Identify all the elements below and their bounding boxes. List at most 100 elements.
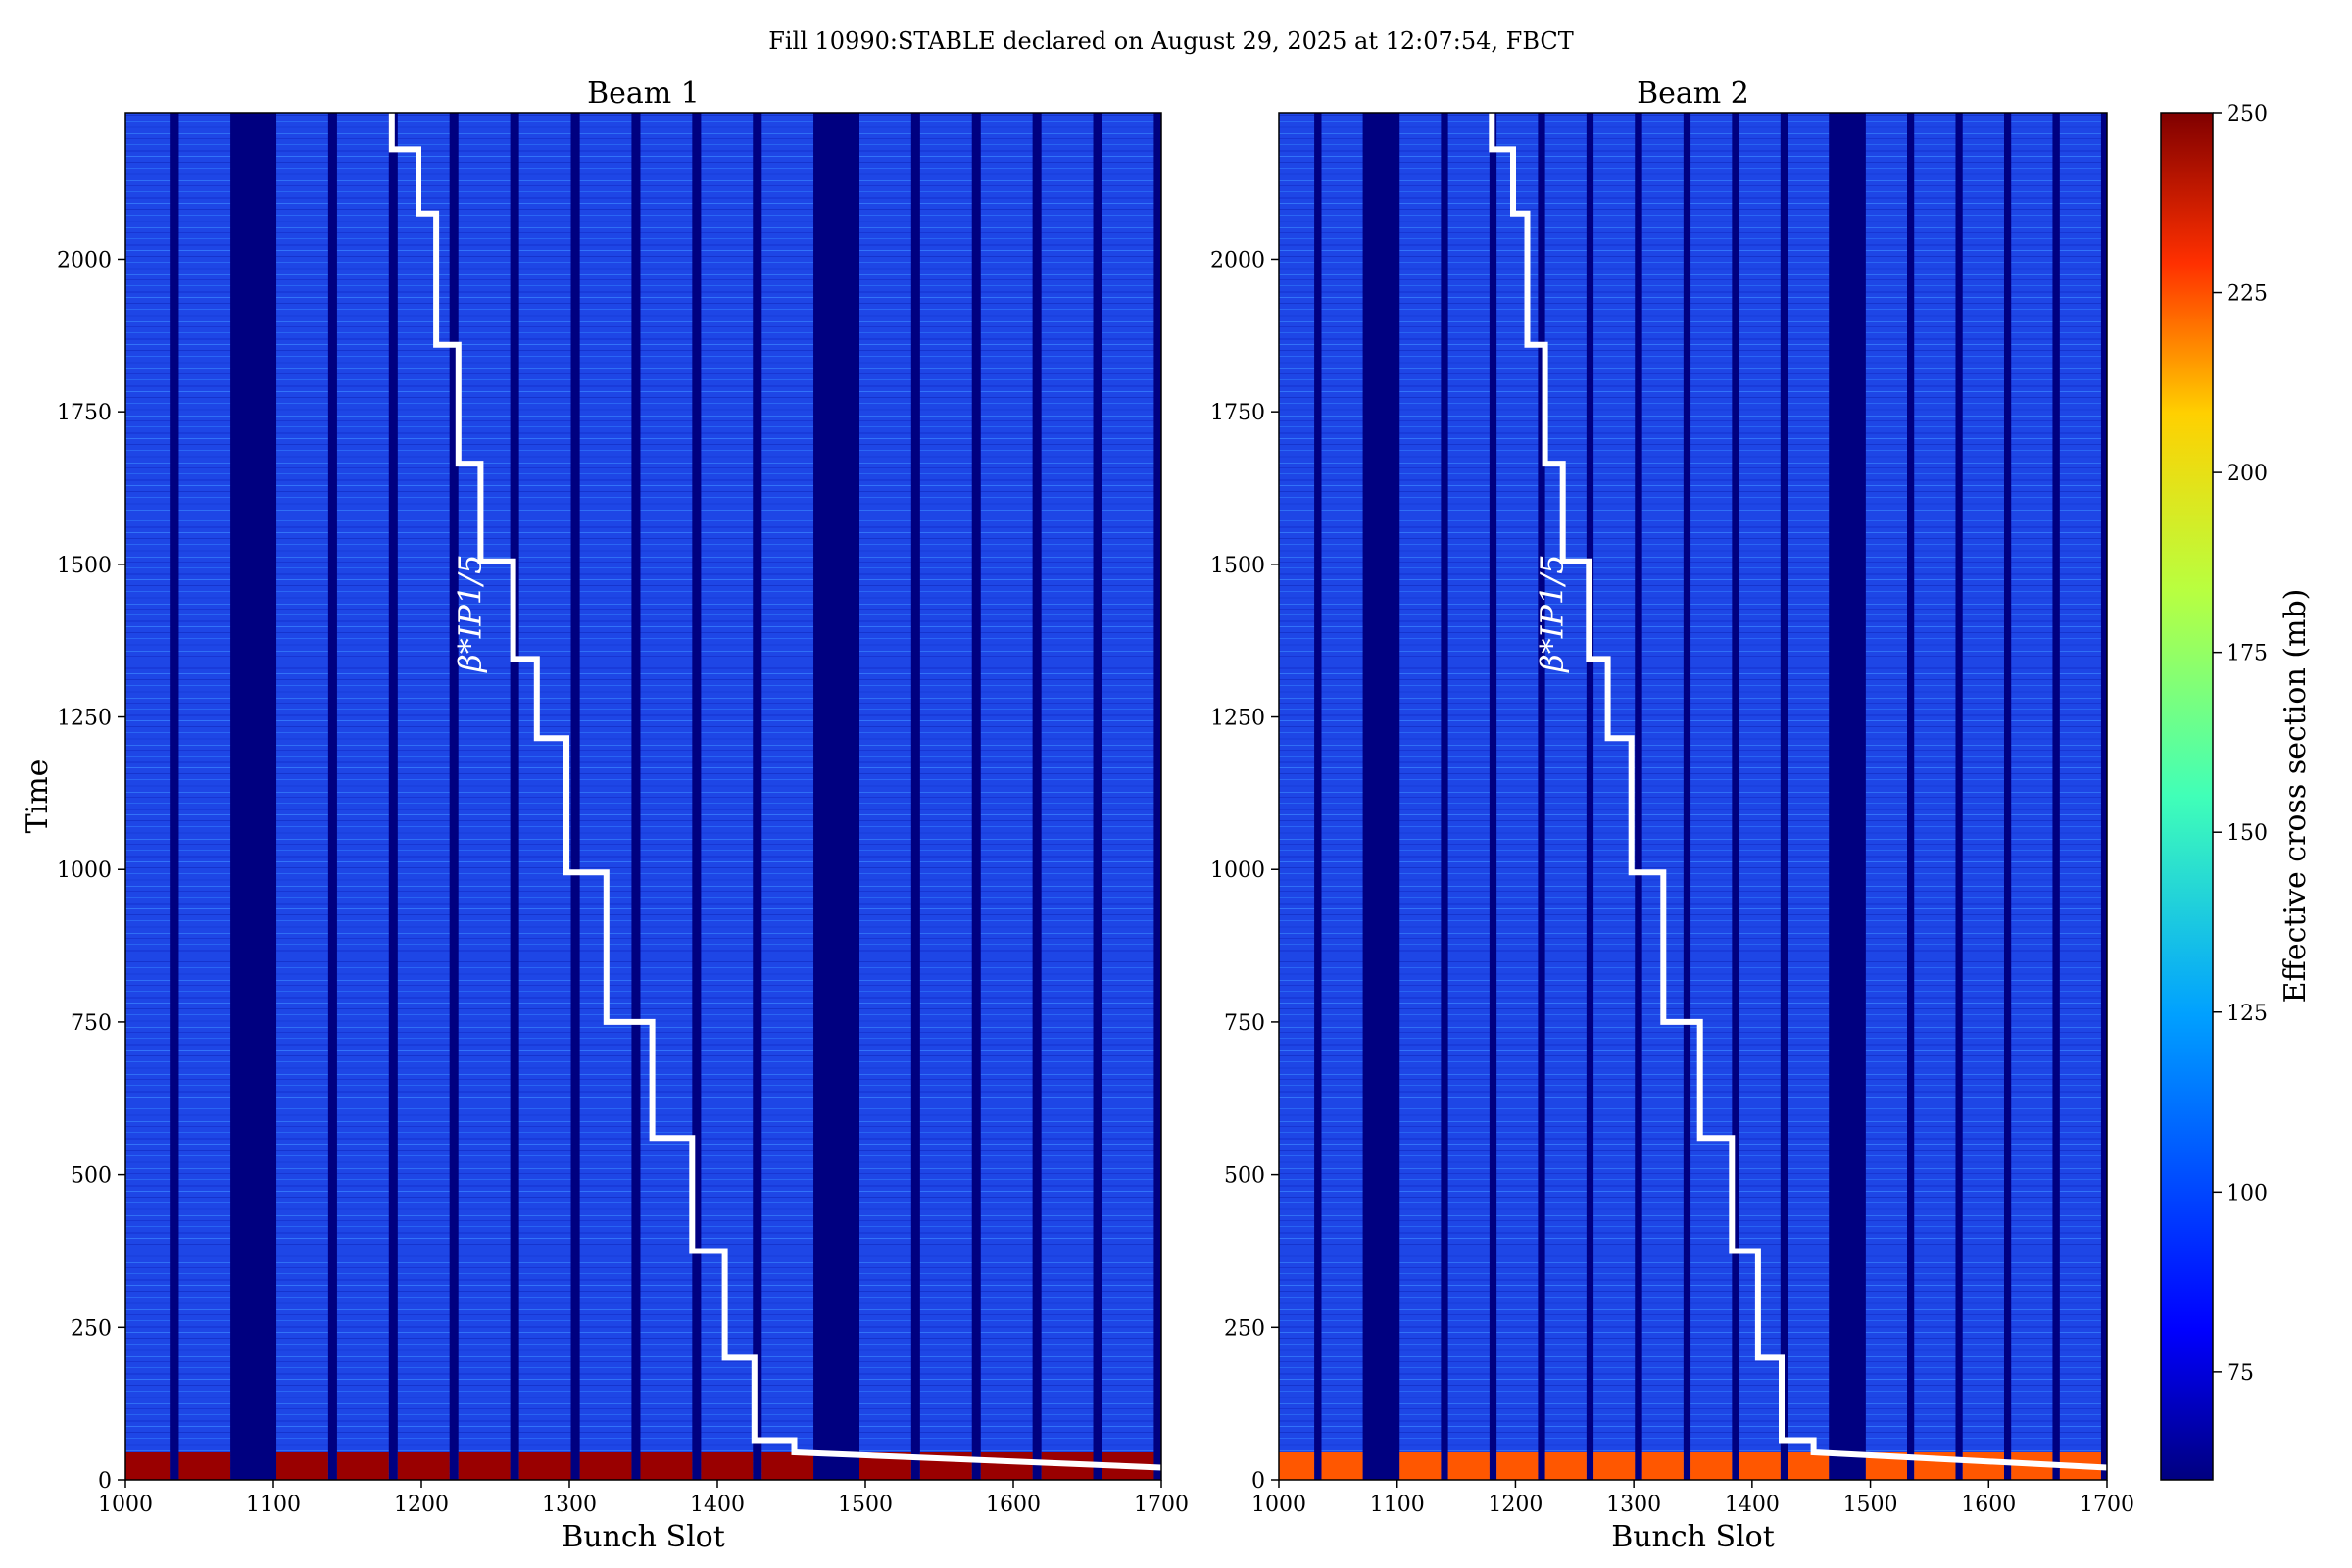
initial-burst — [1593, 1451, 1636, 1480]
bunch-train — [125, 113, 171, 1480]
bunch-train — [579, 113, 632, 1480]
x-tick-label: 1700 — [2080, 1493, 2134, 1517]
initial-burst — [458, 1451, 511, 1480]
beam2-panel: β*IP1/5 1000 1100 1200 1300 1400 1500 1600 1700 0… — [1210, 76, 2134, 1554]
colorbar-tick-label: 150 — [2227, 821, 2268, 846]
empty-gap — [1362, 113, 1400, 1480]
initial-burst — [1279, 1451, 1315, 1480]
x-tick-label: 1100 — [1370, 1493, 1425, 1517]
initial-burst — [1690, 1451, 1733, 1480]
bunch-train — [2059, 113, 2101, 1480]
x-tick-label: 1400 — [1725, 1493, 1780, 1517]
y-tick-label: 250 — [1224, 1316, 1265, 1341]
empty-gap — [1093, 113, 1102, 1480]
x-tick-label: 1300 — [1606, 1493, 1661, 1517]
x-tick-label: 1600 — [1961, 1493, 2016, 1517]
initial-burst — [276, 1451, 328, 1480]
bunch-train — [1102, 113, 1154, 1480]
bunch-train — [1399, 113, 1442, 1480]
y-tick-label: 1500 — [1210, 554, 1265, 578]
y-tick-label: 1250 — [1210, 707, 1265, 731]
initial-burst — [397, 1451, 450, 1480]
colorbar-tick-label: 225 — [2227, 282, 2268, 307]
bunch-train — [397, 113, 450, 1480]
y-tick-label: 2000 — [57, 248, 112, 272]
beam1-panel: β*IP1/5 1000 1100 1200 1300 1400 1500 1600 1700 0… — [21, 76, 1189, 1554]
x-tick-label: 1000 — [1251, 1493, 1306, 1517]
initial-burst — [518, 1451, 571, 1480]
y-tick-label: 0 — [98, 1469, 112, 1494]
x-axis-label: Bunch Slot — [562, 1520, 725, 1554]
initial-burst — [1739, 1451, 1781, 1480]
x-tick-label: 1500 — [838, 1493, 893, 1517]
initial-burst — [640, 1451, 693, 1480]
bunch-train — [518, 113, 571, 1480]
empty-gap — [1153, 113, 1161, 1480]
panel-title: Beam 1 — [587, 76, 700, 111]
bunch-train — [178, 113, 231, 1480]
initial-burst — [1321, 1451, 1363, 1480]
empty-gap — [170, 113, 179, 1480]
y-tick-label: 1000 — [57, 858, 112, 883]
beta-star-line — [1489, 113, 2108, 1471]
empty-gap — [1829, 113, 1866, 1480]
initial-burst — [1399, 1451, 1442, 1480]
colorbar-tick-label: 100 — [2227, 1181, 2268, 1205]
plot-frame — [1278, 112, 2108, 1481]
bunch-train — [336, 113, 389, 1480]
initial-burst — [701, 1451, 754, 1480]
bunch-train — [919, 113, 972, 1480]
y-tick-label: 750 — [1224, 1011, 1265, 1036]
initial-burst — [980, 1451, 1033, 1480]
empty-gap — [1635, 113, 1642, 1480]
x-tick-label: 1500 — [1843, 1493, 1898, 1517]
empty-gap — [2100, 113, 2107, 1480]
plot-frame — [124, 112, 1162, 1481]
colorbar-tick-label: 200 — [2227, 462, 2268, 486]
initial-burst — [1544, 1451, 1587, 1480]
colorbar-tick-label: 125 — [2227, 1002, 2268, 1026]
colorbar-tick-label: 250 — [2227, 102, 2268, 126]
colorbar: 75 100 125 150 175 200 225 250 Effective cross … — [2160, 102, 2313, 1481]
bunch-train — [1593, 113, 1636, 1480]
bunch-train — [2011, 113, 2053, 1480]
empty-gap — [2052, 113, 2060, 1480]
bunch-train — [1447, 113, 1490, 1480]
colorbar-gradient — [2160, 112, 2214, 1481]
bunch-train — [1690, 113, 1733, 1480]
x-tick-label: 1300 — [542, 1493, 597, 1517]
bunch-train — [1544, 113, 1587, 1480]
x-tick-label: 1100 — [246, 1493, 301, 1517]
x-axis-label: Bunch Slot — [1611, 1520, 1775, 1554]
bunch-train — [1914, 113, 1956, 1480]
colorbar-ticks: 75 100 125 150 175 200 225 250 — [2213, 102, 2268, 1386]
bunch-train — [858, 113, 911, 1480]
initial-burst — [125, 1451, 171, 1480]
empty-gap — [570, 113, 580, 1480]
empty-gap — [230, 113, 277, 1480]
initial-burst — [1447, 1451, 1490, 1480]
initial-burst — [1788, 1451, 1830, 1480]
colorbar-tick-label: 175 — [2227, 642, 2268, 666]
y-tick-label: 500 — [71, 1164, 112, 1189]
x-tick-label: 1700 — [1134, 1493, 1189, 1517]
initial-burst — [1962, 1451, 2004, 1480]
y-tick-label: 1500 — [57, 554, 112, 578]
figure-title: Fill 10990:STABLE declared on August 29,… — [768, 27, 1574, 55]
empty-gap — [813, 113, 859, 1480]
panel-title: Beam 2 — [1637, 76, 1749, 111]
y-tick-label: 1750 — [1210, 401, 1265, 425]
initial-burst — [761, 1451, 814, 1480]
beta-star-label: β*IP1/5 — [1534, 555, 1571, 673]
y-tick-label: 1000 — [1210, 858, 1265, 883]
y-axis-label: Time — [21, 760, 55, 834]
bunch-train — [1788, 113, 1830, 1480]
y-tick-label: 2000 — [1210, 248, 1265, 272]
x-tick-label: 1400 — [690, 1493, 745, 1517]
bunch-train — [980, 113, 1033, 1480]
initial-burst — [336, 1451, 389, 1480]
initial-burst — [579, 1451, 632, 1480]
y-tick-label: 0 — [1251, 1469, 1265, 1494]
